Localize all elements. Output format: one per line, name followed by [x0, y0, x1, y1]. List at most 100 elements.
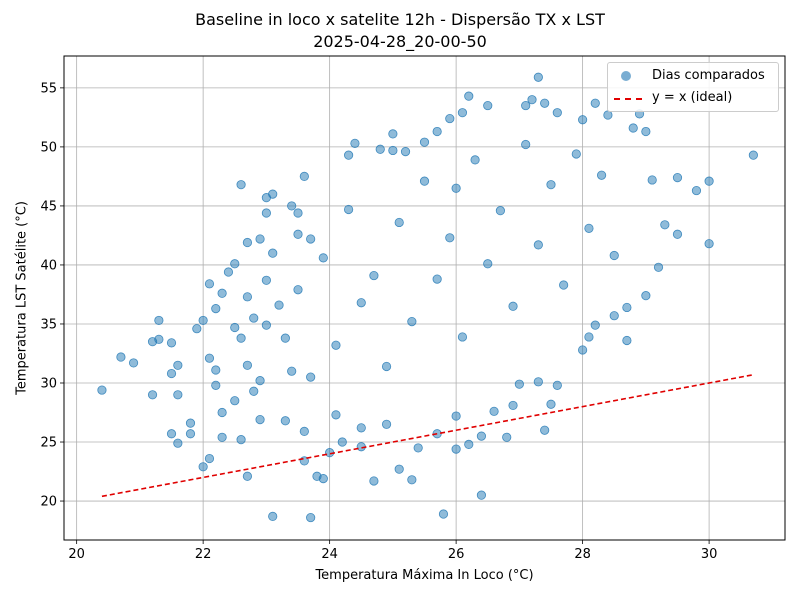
- data-point: [211, 304, 221, 314]
- data-point: [540, 98, 550, 108]
- legend-label-scatter: Dias comparados: [652, 68, 765, 83]
- data-point: [476, 431, 487, 441]
- data-point: [236, 435, 246, 445]
- data-point: [204, 279, 215, 289]
- y-axis-ticks: 20 25 30 35 40 45 50 55: [40, 81, 64, 510]
- data-point: [622, 335, 632, 346]
- data-point: [344, 204, 354, 215]
- legend-marker-icon: [621, 71, 631, 81]
- data-point: [280, 333, 290, 343]
- data-point: [609, 250, 619, 261]
- data-point: [388, 129, 398, 139]
- data-point: [255, 414, 265, 425]
- legend-item-scatter: Dias comparados: [608, 66, 778, 86]
- data-point: [445, 233, 455, 243]
- data-point: [211, 380, 221, 390]
- legend-dashed-line-icon: [614, 98, 642, 100]
- data-point: [211, 365, 221, 375]
- grid: [64, 56, 785, 540]
- data-point: [217, 432, 227, 442]
- data-point: [451, 444, 461, 454]
- data-point: [293, 285, 303, 295]
- data-point: [628, 123, 638, 133]
- legend-item-line: y = x (ideal): [608, 88, 778, 108]
- data-point: [268, 511, 278, 521]
- data-point: [306, 512, 316, 523]
- data-point: [470, 155, 480, 165]
- data-point: [748, 150, 758, 160]
- data-point: [337, 437, 347, 447]
- data-point: [647, 175, 657, 185]
- data-point: [185, 418, 196, 428]
- data-point: [495, 206, 505, 216]
- data-point: [394, 217, 404, 228]
- data-point: [451, 183, 461, 193]
- data-point: [230, 396, 240, 406]
- data-point: [204, 453, 215, 464]
- data-point: [356, 423, 366, 433]
- data-point: [546, 180, 556, 190]
- data-point: [419, 137, 430, 147]
- data-point: [185, 429, 196, 439]
- data-point: [306, 234, 316, 244]
- data-point: [236, 180, 246, 190]
- data-point: [451, 411, 461, 421]
- data-point: [533, 240, 543, 250]
- data-point: [223, 267, 234, 277]
- data-point: [217, 407, 227, 418]
- data-point: [527, 95, 537, 105]
- y-tick-label: 40: [40, 258, 57, 273]
- data-point: [369, 476, 379, 486]
- data-point: [173, 390, 183, 400]
- data-point: [552, 108, 562, 118]
- data-point: [261, 208, 271, 218]
- data-point: [533, 72, 543, 82]
- data-point: [293, 208, 303, 218]
- chart-subtitle: 2025-04-28_20-00-50: [313, 32, 487, 51]
- data-point: [166, 429, 177, 439]
- data-point: [331, 410, 341, 420]
- data-point: [578, 115, 588, 125]
- data-point: [394, 464, 404, 474]
- data-point: [521, 139, 531, 150]
- y-tick-label: 50: [40, 140, 57, 155]
- data-point: [407, 475, 417, 485]
- data-point: [255, 376, 265, 386]
- y-tick-label: 30: [40, 376, 57, 391]
- data-point: [217, 288, 227, 298]
- data-point: [287, 201, 297, 211]
- data-point: [552, 380, 562, 390]
- data-point: [432, 126, 442, 137]
- data-point: [242, 237, 253, 248]
- data-point: [116, 352, 126, 362]
- data-point: [438, 509, 449, 519]
- data-point: [584, 332, 594, 342]
- data-point: [407, 317, 417, 327]
- x-tick-label: 22: [195, 547, 212, 562]
- data-point: [546, 399, 556, 409]
- data-point: [464, 91, 474, 101]
- x-tick-label: 20: [68, 547, 85, 562]
- data-point: [230, 259, 240, 269]
- ideal-line-layer: [101, 373, 754, 498]
- data-point: [419, 176, 430, 186]
- y-axis-label: Temperatura LST Satélite (°C): [14, 201, 30, 395]
- data-point: [198, 462, 208, 472]
- data-point: [508, 400, 518, 411]
- data-point: [230, 322, 240, 333]
- data-point: [249, 313, 259, 323]
- data-point: [242, 292, 253, 302]
- data-point: [457, 108, 468, 118]
- chart-title: Baseline in loco x satelite 12h - Disper…: [195, 10, 605, 29]
- data-point: [590, 320, 600, 330]
- x-axis-label: Temperatura Máxima In Loco (°C): [315, 568, 534, 583]
- data-point: [280, 416, 290, 426]
- data-point: [432, 274, 442, 284]
- x-tick-label: 26: [448, 547, 465, 562]
- data-point: [166, 338, 177, 348]
- data-point: [268, 189, 278, 199]
- data-point: [672, 229, 683, 239]
- data-point: [331, 340, 341, 350]
- data-point: [521, 100, 531, 111]
